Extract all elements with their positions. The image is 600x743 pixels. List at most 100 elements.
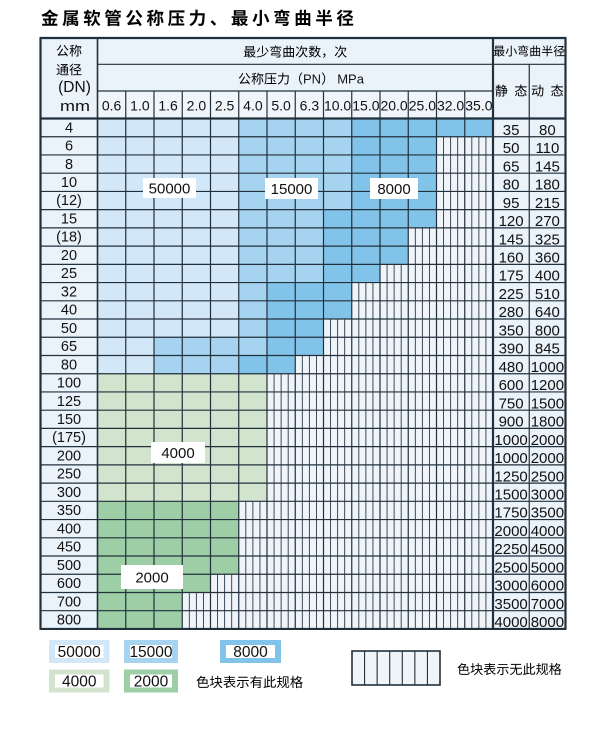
svg-text:35.0: 35.0 bbox=[465, 98, 492, 114]
svg-text:35: 35 bbox=[503, 122, 520, 139]
svg-text:0.6: 0.6 bbox=[102, 98, 122, 114]
svg-text:15000: 15000 bbox=[271, 181, 313, 198]
svg-text:1000: 1000 bbox=[494, 450, 527, 467]
svg-text:3500: 3500 bbox=[531, 505, 564, 522]
svg-text:8000: 8000 bbox=[233, 644, 268, 661]
svg-text:4.0: 4.0 bbox=[243, 98, 263, 114]
svg-text:50: 50 bbox=[503, 140, 520, 157]
svg-text:700: 700 bbox=[57, 594, 81, 610]
svg-text:25.0: 25.0 bbox=[409, 98, 436, 114]
svg-text:4000: 4000 bbox=[62, 673, 97, 690]
svg-text:(175): (175) bbox=[52, 430, 86, 446]
svg-text:1500: 1500 bbox=[494, 487, 527, 504]
svg-text:50000: 50000 bbox=[58, 644, 101, 661]
svg-text:480: 480 bbox=[499, 359, 524, 376]
svg-text:270: 270 bbox=[535, 213, 560, 230]
svg-text:15: 15 bbox=[61, 212, 77, 228]
svg-text:5000: 5000 bbox=[531, 559, 564, 576]
svg-text:2000: 2000 bbox=[531, 450, 564, 467]
svg-text:2500: 2500 bbox=[531, 468, 564, 485]
svg-text:8000: 8000 bbox=[377, 181, 410, 198]
svg-text:845: 845 bbox=[535, 341, 560, 358]
svg-text:15.0: 15.0 bbox=[352, 98, 379, 114]
svg-text:600: 600 bbox=[57, 576, 81, 592]
svg-text:32: 32 bbox=[61, 284, 77, 300]
svg-text:120: 120 bbox=[499, 213, 524, 230]
svg-text:800: 800 bbox=[535, 322, 560, 339]
svg-text:MPa: MPa bbox=[337, 72, 365, 87]
svg-text:8: 8 bbox=[65, 157, 73, 173]
svg-text:40: 40 bbox=[61, 303, 77, 319]
svg-text:1000: 1000 bbox=[494, 432, 527, 449]
svg-text:80: 80 bbox=[503, 177, 520, 194]
svg-text:80: 80 bbox=[61, 357, 77, 373]
svg-text:32.0: 32.0 bbox=[437, 98, 464, 114]
svg-text:1200: 1200 bbox=[531, 377, 564, 394]
svg-text:600: 600 bbox=[499, 377, 524, 394]
svg-text:1250: 1250 bbox=[494, 468, 527, 485]
svg-text:150: 150 bbox=[57, 412, 81, 428]
svg-text:200: 200 bbox=[57, 448, 81, 464]
svg-text:400: 400 bbox=[535, 268, 560, 285]
svg-text:160: 160 bbox=[499, 250, 524, 267]
svg-text:450: 450 bbox=[57, 540, 81, 556]
svg-text:50: 50 bbox=[61, 321, 77, 337]
svg-text:100: 100 bbox=[57, 376, 81, 392]
svg-text:4000: 4000 bbox=[531, 523, 564, 540]
svg-text:225: 225 bbox=[499, 286, 524, 303]
svg-text:1500: 1500 bbox=[531, 395, 564, 412]
svg-text:145: 145 bbox=[535, 158, 560, 175]
svg-text:6: 6 bbox=[65, 139, 73, 155]
svg-text:350: 350 bbox=[499, 322, 524, 339]
svg-text:6000: 6000 bbox=[531, 578, 564, 595]
svg-text:510: 510 bbox=[535, 286, 560, 303]
svg-text:65: 65 bbox=[61, 339, 77, 355]
svg-text:250: 250 bbox=[57, 467, 81, 483]
svg-text:1000: 1000 bbox=[531, 359, 564, 376]
svg-text:80: 80 bbox=[539, 122, 556, 139]
svg-text:5.0: 5.0 bbox=[271, 98, 291, 114]
svg-text:180: 180 bbox=[535, 177, 560, 194]
svg-text:1.0: 1.0 bbox=[130, 98, 150, 114]
svg-text:4500: 4500 bbox=[531, 541, 564, 558]
svg-text:20.0: 20.0 bbox=[380, 98, 407, 114]
svg-text:mm: mm bbox=[60, 98, 90, 115]
svg-text:325: 325 bbox=[535, 231, 560, 248]
svg-text:(DN): (DN) bbox=[58, 79, 91, 96]
svg-text:4: 4 bbox=[65, 120, 73, 136]
svg-text:2.0: 2.0 bbox=[187, 98, 207, 114]
svg-text:900: 900 bbox=[499, 414, 524, 431]
svg-text:2250: 2250 bbox=[494, 541, 527, 558]
svg-text:2000: 2000 bbox=[134, 673, 169, 690]
svg-text:2500: 2500 bbox=[494, 559, 527, 576]
svg-text:6.3: 6.3 bbox=[300, 98, 320, 114]
svg-text:65: 65 bbox=[503, 158, 520, 175]
svg-text:145: 145 bbox=[499, 231, 524, 248]
svg-text:10: 10 bbox=[61, 175, 77, 191]
svg-text:8000: 8000 bbox=[531, 614, 564, 631]
svg-text:215: 215 bbox=[535, 195, 560, 212]
svg-text:2.5: 2.5 bbox=[215, 98, 235, 114]
svg-text:1750: 1750 bbox=[494, 505, 527, 522]
svg-text:125: 125 bbox=[57, 394, 81, 410]
svg-text:2000: 2000 bbox=[494, 523, 527, 540]
svg-text:390: 390 bbox=[499, 341, 524, 358]
svg-text:800: 800 bbox=[57, 613, 81, 629]
svg-text:2000: 2000 bbox=[135, 569, 168, 586]
svg-text:4000: 4000 bbox=[161, 445, 194, 462]
svg-text:640: 640 bbox=[535, 304, 560, 321]
svg-text:750: 750 bbox=[499, 395, 524, 412]
svg-text:300: 300 bbox=[57, 485, 81, 501]
svg-text:15000: 15000 bbox=[129, 644, 172, 661]
svg-text:95: 95 bbox=[503, 195, 520, 212]
svg-text:4000: 4000 bbox=[494, 614, 527, 631]
svg-text:1800: 1800 bbox=[531, 414, 564, 431]
svg-text:(18): (18) bbox=[56, 230, 82, 246]
svg-text:2000: 2000 bbox=[531, 432, 564, 449]
svg-text:110: 110 bbox=[535, 140, 559, 157]
svg-text:350: 350 bbox=[57, 503, 81, 519]
svg-text:20: 20 bbox=[61, 248, 77, 264]
svg-text:3000: 3000 bbox=[494, 578, 527, 595]
svg-text:360: 360 bbox=[535, 250, 560, 267]
svg-text:280: 280 bbox=[499, 304, 524, 321]
